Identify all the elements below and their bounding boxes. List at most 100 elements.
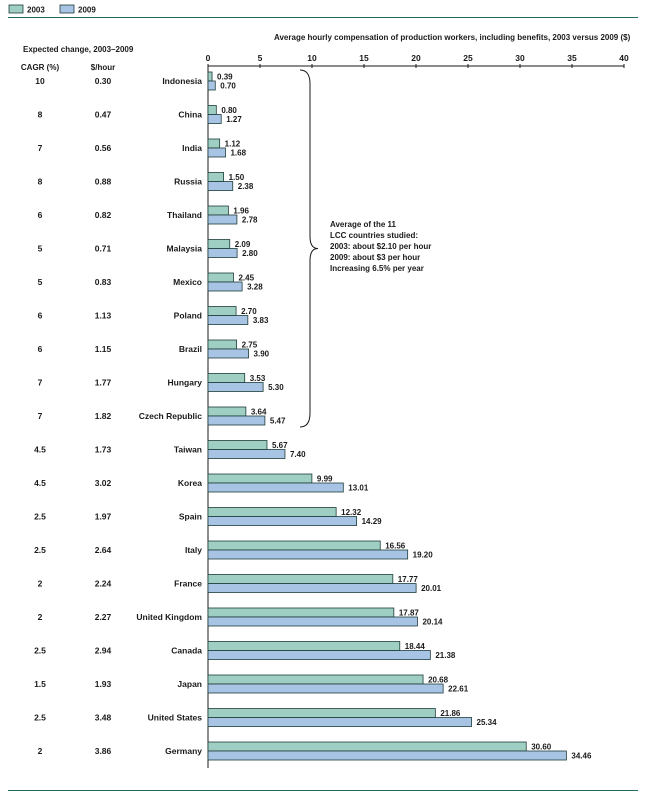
- legend-label-2003: 2003: [27, 6, 45, 15]
- chart-title: Average hourly compensation of productio…: [274, 33, 631, 42]
- bar-2009: [207, 281, 243, 292]
- data-label-2003: 2.70: [241, 307, 257, 316]
- bar-2009: [207, 214, 238, 225]
- data-label-2003: 21.86: [440, 709, 461, 718]
- data-label-2003: 2.45: [238, 274, 254, 283]
- cagr-value: 6: [38, 210, 43, 220]
- dollar-value: 0.47: [95, 110, 112, 120]
- annotation-line: Average of the 11: [330, 220, 397, 229]
- x-tick-label-20: 20: [411, 53, 421, 63]
- data-label-2003: 12.32: [341, 508, 362, 517]
- dollar-value: 0.82: [95, 210, 112, 220]
- bar-2009: [207, 114, 222, 124]
- dollar-value: 0.56: [95, 143, 112, 153]
- data-label-2009: 22.61: [448, 685, 469, 694]
- bar-2009: [207, 315, 249, 325]
- bar-2003: [207, 574, 394, 584]
- annotation-line: Increasing 6.5% per year: [330, 264, 424, 273]
- legend-swatch-2009: [59, 4, 75, 14]
- bar-2009: [207, 415, 266, 426]
- bar-2009: [207, 482, 344, 493]
- cagr-value: 6: [38, 344, 43, 354]
- bar-2009: [207, 248, 238, 258]
- data-label-2003: 1.96: [233, 207, 249, 216]
- dollar-value: 0.83: [95, 277, 112, 287]
- lcc-bracket: [299, 69, 319, 428]
- data-label-2003: 1.12: [225, 140, 241, 149]
- bar-2009: [207, 616, 418, 627]
- bar-2009: [207, 449, 286, 459]
- bar-2009: [207, 683, 444, 694]
- category-label: Czech Republic: [139, 411, 203, 421]
- data-label-2003: 17.77: [398, 575, 419, 584]
- annotation-line: 2003: about $2.10 per hour: [330, 242, 431, 251]
- dollar-value: 3.48: [95, 713, 112, 723]
- bar-2009: [207, 717, 472, 727]
- category-label: Taiwan: [174, 445, 202, 455]
- category-label: Spain: [179, 512, 202, 522]
- annotation-line: 2009: about $3 per hour: [330, 253, 420, 262]
- data-label-2009: 5.47: [270, 417, 286, 426]
- bar-2009: [207, 382, 264, 392]
- cagr-value: 4.5: [34, 445, 46, 455]
- x-tick-label-5: 5: [258, 53, 263, 63]
- category-label: Russia: [174, 177, 202, 187]
- cagr-value: 2: [38, 579, 43, 589]
- cagr-value: 2: [38, 746, 43, 756]
- cagr-value: 7: [38, 143, 43, 153]
- dollar-value: 1.77: [95, 378, 112, 388]
- dollar-value: 2.27: [95, 612, 112, 622]
- bar-2003: [207, 406, 247, 417]
- bar-2003: [207, 205, 229, 216]
- bar-2009: [207, 583, 417, 593]
- x-tick-label-40: 40: [619, 53, 629, 63]
- bar-2003: [207, 272, 234, 283]
- cagr-value: 6: [38, 311, 43, 321]
- data-label-2003: 5.67: [272, 441, 288, 450]
- cagr-value: 7: [38, 411, 43, 421]
- category-label: China: [178, 110, 202, 120]
- bar-2009: [207, 549, 409, 560]
- data-label-2009: 1.27: [226, 115, 242, 124]
- category-label: Mexico: [173, 277, 202, 287]
- cagr-value: 2.5: [34, 713, 46, 723]
- data-label-2009: 34.46: [571, 752, 592, 761]
- dollar-value: 3.86: [95, 746, 112, 756]
- bar-2003: [207, 138, 221, 149]
- cagr-value: 4.5: [34, 478, 46, 488]
- cagr-value: 5: [38, 244, 43, 254]
- bar-2003: [207, 105, 217, 115]
- category-label: United States: [148, 713, 203, 723]
- legend-swatch-2003: [8, 4, 24, 14]
- dollar-value: 3.02: [95, 478, 112, 488]
- category-label: Thailand: [167, 210, 202, 220]
- data-label-2009: 21.38: [435, 651, 456, 660]
- dollar-value: 2.94: [95, 646, 112, 656]
- dollar-value: 1.13: [95, 311, 112, 321]
- cagr-header: CAGR (%): [21, 63, 60, 72]
- bar-2003: [207, 71, 213, 82]
- bar-2009: [207, 348, 249, 359]
- cagr-value: 8: [38, 177, 43, 187]
- bar-2003: [207, 239, 231, 249]
- category-label: Japan: [177, 679, 202, 689]
- bar-2003: [207, 708, 436, 718]
- x-tick-label-35: 35: [567, 53, 577, 63]
- bar-2003: [207, 641, 401, 651]
- category-label: France: [174, 579, 202, 589]
- data-label-2009: 13.01: [348, 484, 369, 493]
- dollar-value: 0.30: [95, 76, 112, 86]
- category-label: Germany: [165, 746, 202, 756]
- data-label-2003: 0.39: [217, 73, 233, 82]
- bar-2003: [207, 507, 337, 517]
- data-label-2009: 2.80: [242, 249, 258, 258]
- dollar-value: 1.73: [95, 445, 112, 455]
- bar-2003: [207, 339, 238, 350]
- data-label-2009: 25.34: [477, 718, 498, 727]
- bar-2003: [207, 306, 237, 316]
- bar-2003: [207, 674, 424, 685]
- bar-2009: [207, 181, 234, 191]
- bar-2009: [207, 750, 567, 761]
- data-label-2009: 2.78: [242, 216, 258, 225]
- bar-2009: [207, 516, 358, 526]
